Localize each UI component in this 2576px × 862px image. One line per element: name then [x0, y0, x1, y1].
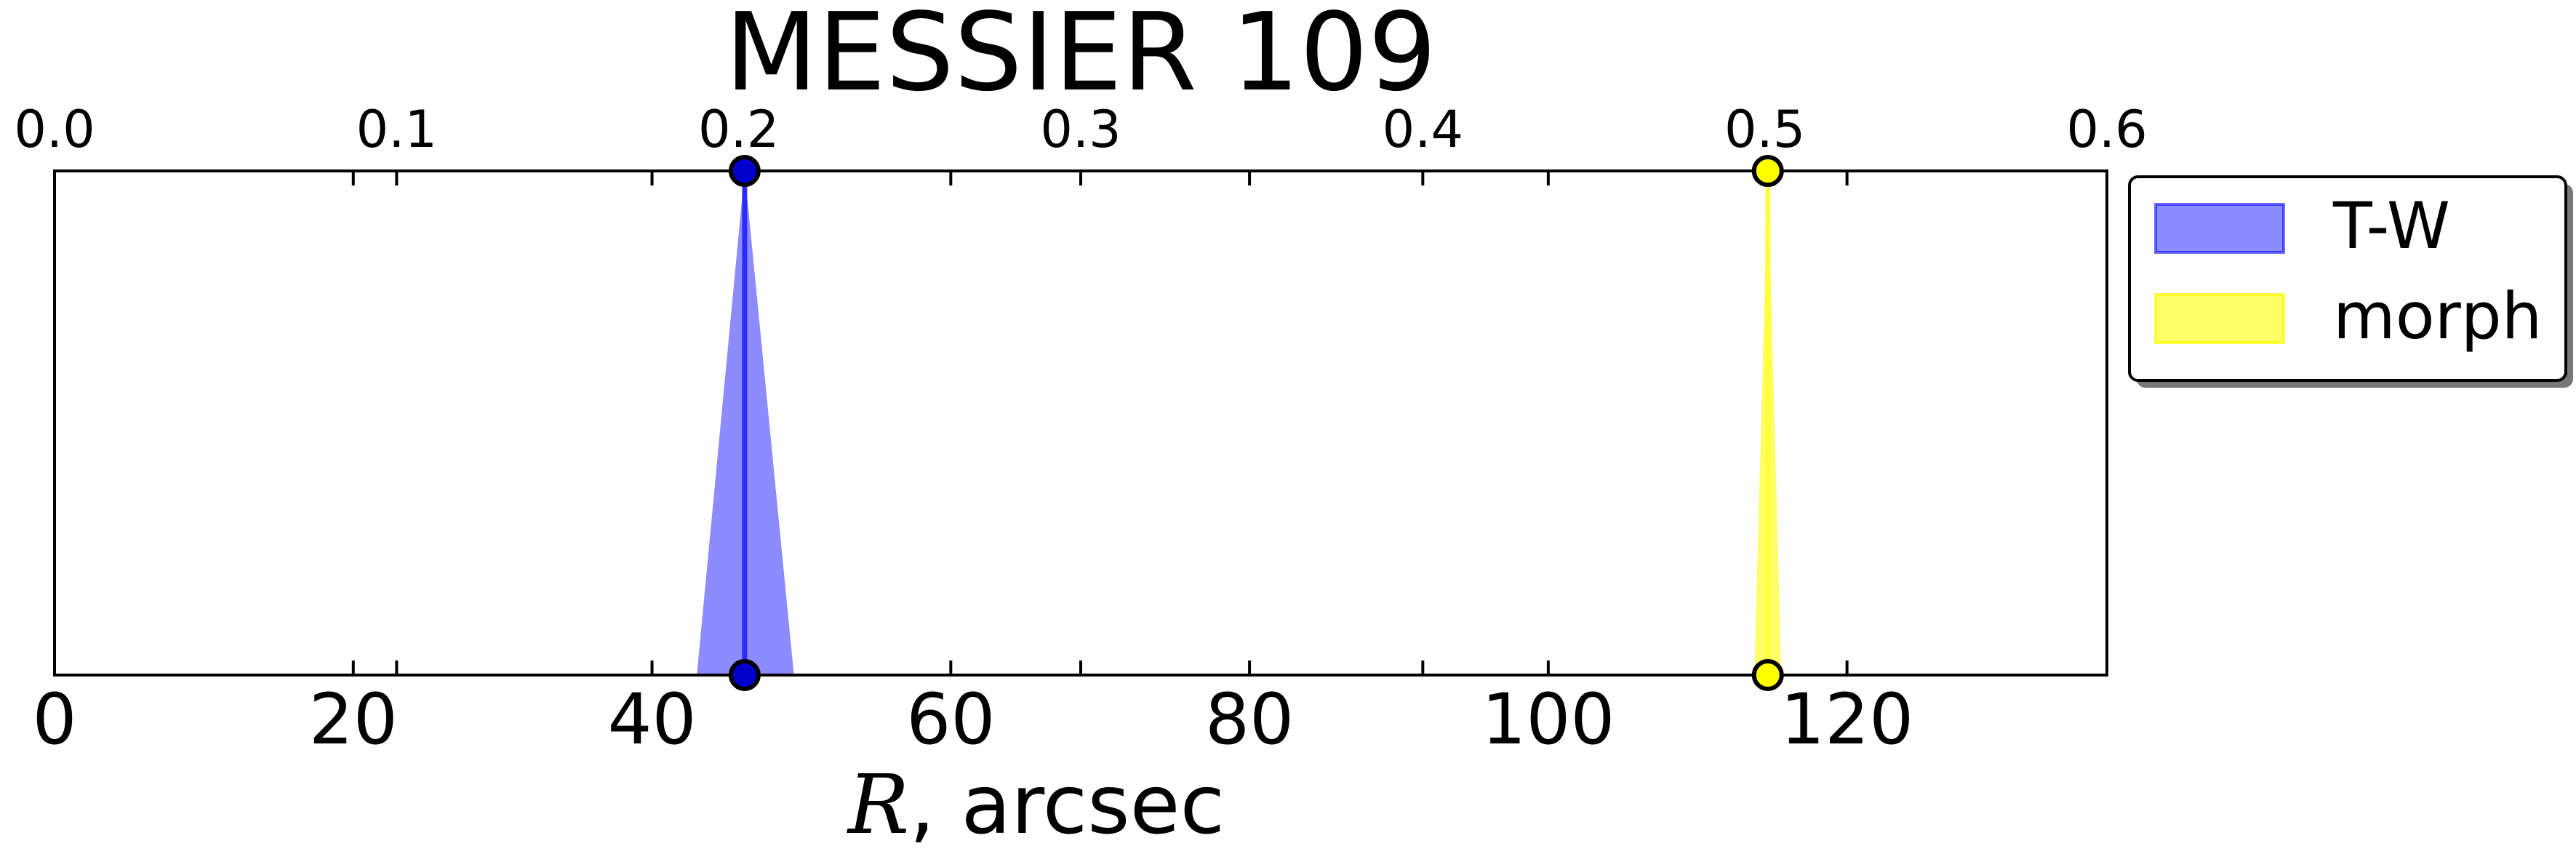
top-tick-label: 0.5 [1724, 100, 1805, 159]
legend-label-morph: morph [2333, 279, 2542, 354]
series-marker-bottom-t-w [728, 659, 761, 691]
top-tick-label: 0.4 [1383, 100, 1463, 159]
plot-frame [53, 169, 2108, 677]
series-layer [697, 171, 1782, 675]
top-tick-label: 0.6 [2066, 100, 2147, 159]
bottom-tick-label: 0 [32, 679, 76, 760]
bottom-tick-label: 120 [1780, 679, 1913, 760]
top-tick-label: 0.2 [698, 100, 779, 159]
bottom-tick-label: 100 [1481, 679, 1615, 760]
legend-swatch-morph [2154, 293, 2285, 344]
top-tick-label: 0.3 [1040, 100, 1121, 159]
bottom-tick-label: 80 [1205, 679, 1294, 760]
series-marker-bottom-morph [1751, 659, 1784, 691]
markers-layer [728, 155, 1784, 691]
legend: T-W morph [2128, 175, 2573, 388]
top-tick-label: 0.1 [356, 100, 437, 159]
top-tick-label: 0.0 [14, 100, 95, 159]
legend-swatch-t-w [2154, 203, 2285, 254]
bottom-tick-label: 60 [906, 679, 995, 760]
x-axis-label: R, arcsec [847, 758, 1225, 853]
series-marker-top-t-w [728, 155, 761, 187]
chart-title: MESSIER 109 [725, 0, 1437, 115]
bottom-tick-label: 20 [309, 679, 398, 760]
series-marker-top-morph [1751, 155, 1784, 187]
ticks-layer: 0 20 40 60 80 100 120 0.0 0.1 0.2 0.3 0.4 0.5 0.6 [14, 100, 2147, 760]
x-axis-label-symbol: R [847, 758, 909, 853]
legend-label-t-w: T-W [2332, 188, 2450, 263]
x-axis-label-unit: , arcsec [909, 758, 1225, 853]
bottom-tick-label: 40 [607, 679, 696, 760]
